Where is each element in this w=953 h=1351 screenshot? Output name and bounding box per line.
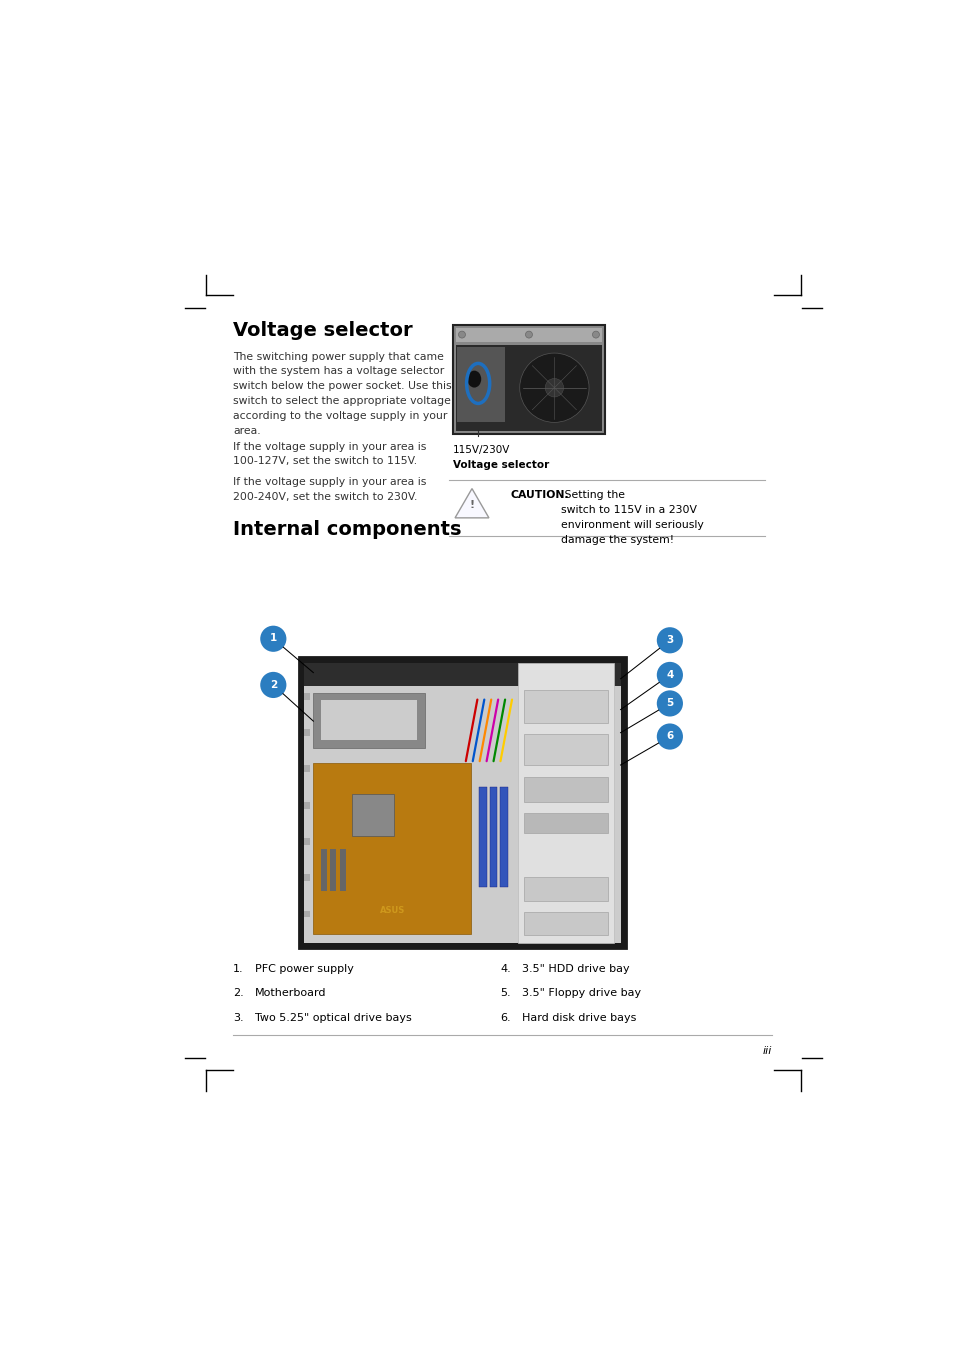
Text: Two 5.25" optical drive bays: Two 5.25" optical drive bays (254, 1013, 411, 1023)
FancyBboxPatch shape (524, 734, 608, 765)
Circle shape (519, 353, 588, 423)
Text: 2.: 2. (233, 989, 244, 998)
Text: 3.5" HDD drive bay: 3.5" HDD drive bay (521, 963, 629, 974)
Circle shape (656, 627, 682, 654)
FancyBboxPatch shape (524, 690, 608, 723)
Text: If the voltage supply in your area is
100-127V, set the switch to 115V.: If the voltage supply in your area is 10… (233, 442, 426, 466)
Text: 3.: 3. (233, 1013, 244, 1023)
Polygon shape (455, 489, 488, 517)
FancyBboxPatch shape (524, 777, 608, 802)
Text: The switching power supply that came
with the system has a voltage selector
swit: The switching power supply that came wit… (233, 351, 452, 435)
Circle shape (525, 331, 532, 338)
Ellipse shape (467, 370, 480, 388)
Circle shape (260, 626, 286, 651)
Text: 6.: 6. (500, 1013, 511, 1023)
Text: 5: 5 (665, 698, 673, 708)
Text: CAUTION.: CAUTION. (510, 490, 569, 500)
Circle shape (458, 331, 465, 338)
Text: Internal components: Internal components (233, 520, 461, 539)
Text: 3: 3 (665, 635, 673, 644)
Text: 3.5" Floppy drive bay: 3.5" Floppy drive bay (521, 989, 640, 998)
Circle shape (656, 662, 682, 688)
FancyBboxPatch shape (456, 328, 601, 342)
Text: iii: iii (762, 1046, 772, 1056)
FancyBboxPatch shape (524, 813, 608, 832)
FancyBboxPatch shape (524, 877, 608, 901)
FancyBboxPatch shape (304, 765, 309, 773)
Text: 1.: 1. (233, 963, 244, 974)
FancyBboxPatch shape (489, 788, 497, 888)
FancyBboxPatch shape (304, 662, 620, 943)
FancyBboxPatch shape (304, 730, 309, 736)
FancyBboxPatch shape (304, 662, 620, 686)
FancyBboxPatch shape (453, 324, 604, 434)
Text: If the voltage supply in your area is
200-240V, set the switch to 230V.: If the voltage supply in your area is 20… (233, 477, 426, 501)
FancyBboxPatch shape (321, 848, 327, 892)
FancyBboxPatch shape (339, 848, 345, 892)
Circle shape (656, 690, 682, 716)
Text: 4.: 4. (500, 963, 511, 974)
Circle shape (260, 671, 286, 698)
Text: 1: 1 (270, 634, 276, 643)
FancyBboxPatch shape (304, 874, 309, 881)
FancyBboxPatch shape (478, 788, 486, 888)
FancyBboxPatch shape (304, 838, 309, 844)
FancyBboxPatch shape (517, 662, 614, 943)
FancyBboxPatch shape (298, 657, 625, 948)
Text: !: ! (469, 500, 474, 509)
Text: ASUS: ASUS (379, 907, 404, 915)
FancyBboxPatch shape (524, 912, 608, 935)
Text: Setting the
switch to 115V in a 230V
environment will seriously
damage the syste: Setting the switch to 115V in a 230V env… (560, 490, 703, 544)
FancyBboxPatch shape (313, 693, 425, 748)
Circle shape (656, 723, 682, 750)
Text: Hard disk drive bays: Hard disk drive bays (521, 1013, 636, 1023)
Text: Voltage selector: Voltage selector (453, 461, 548, 470)
FancyBboxPatch shape (456, 347, 504, 423)
FancyBboxPatch shape (313, 763, 471, 934)
FancyBboxPatch shape (304, 693, 309, 700)
FancyBboxPatch shape (304, 801, 309, 808)
Text: PFC power supply: PFC power supply (254, 963, 354, 974)
Text: Voltage selector: Voltage selector (233, 320, 413, 339)
FancyBboxPatch shape (352, 793, 394, 836)
Text: 115V/230V: 115V/230V (453, 444, 510, 455)
Text: 6: 6 (665, 731, 673, 742)
Circle shape (592, 331, 598, 338)
Text: 4: 4 (665, 670, 673, 680)
Circle shape (544, 378, 563, 397)
Text: Motherboard: Motherboard (254, 989, 326, 998)
FancyBboxPatch shape (456, 345, 601, 431)
Text: 2: 2 (270, 680, 276, 689)
FancyBboxPatch shape (321, 700, 416, 740)
FancyBboxPatch shape (500, 788, 508, 888)
FancyBboxPatch shape (304, 911, 309, 917)
Text: 5.: 5. (500, 989, 511, 998)
FancyBboxPatch shape (330, 848, 336, 892)
